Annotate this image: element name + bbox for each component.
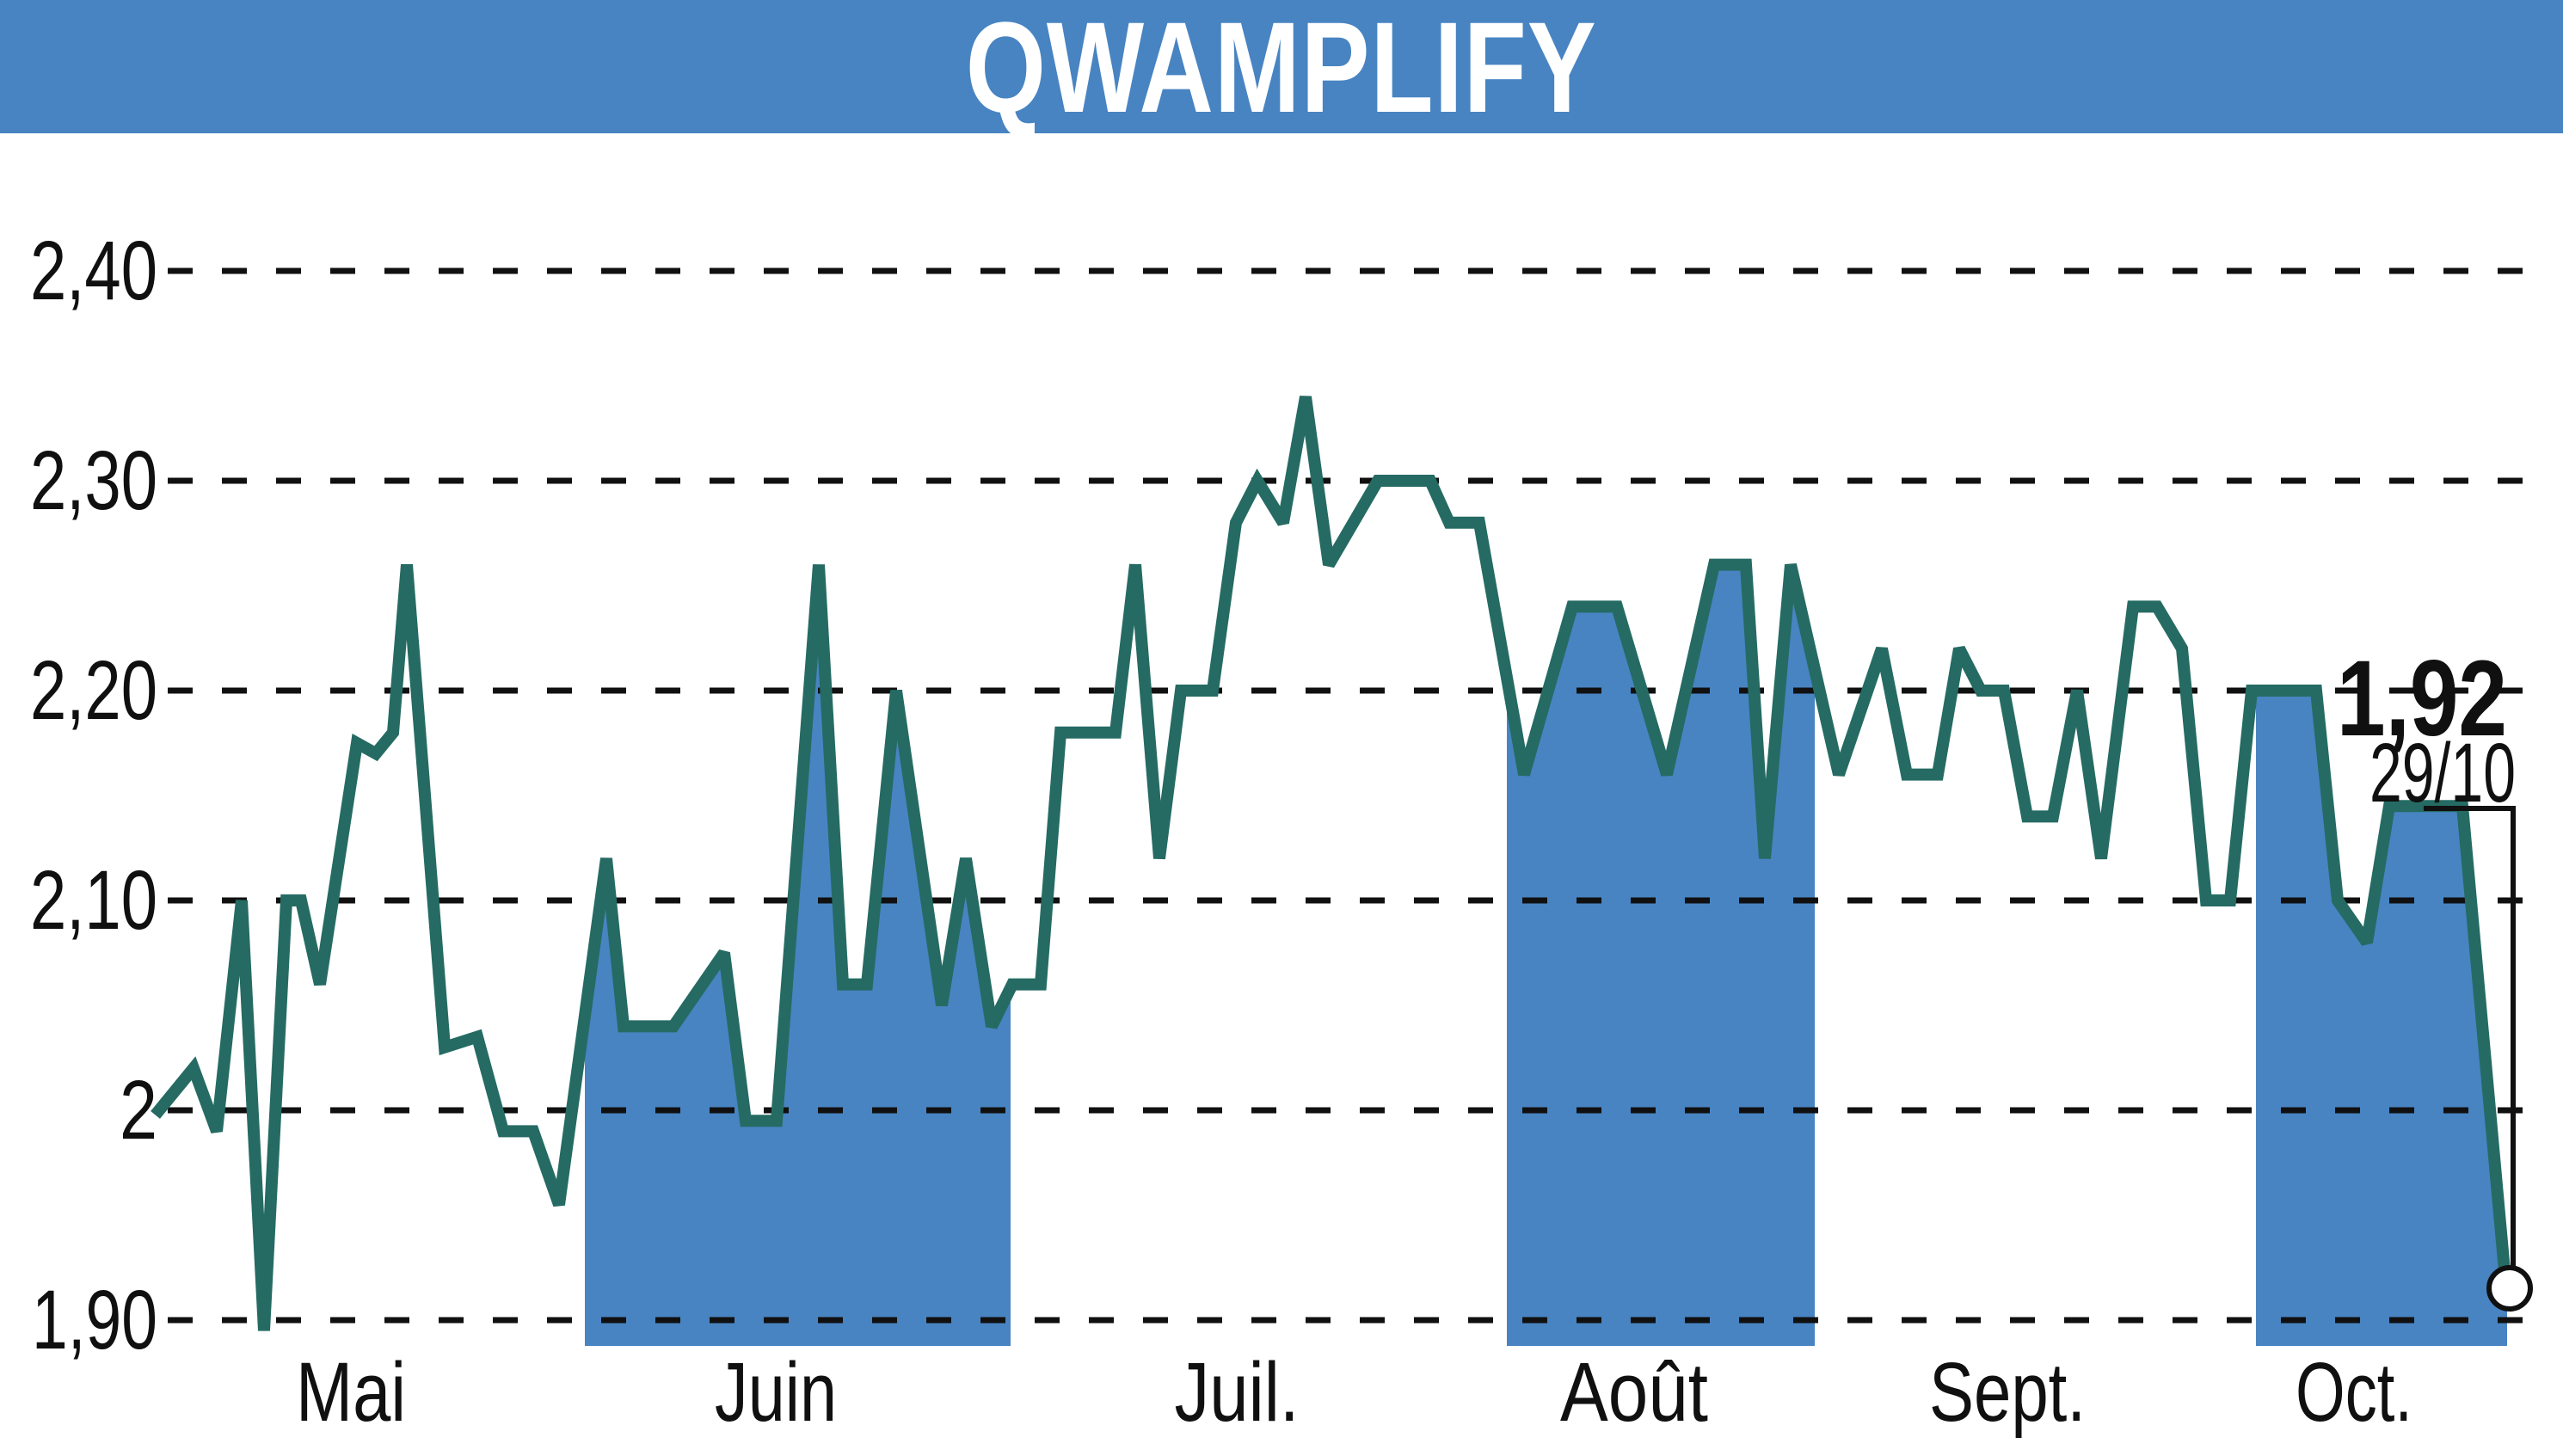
month-shading-band bbox=[2256, 691, 2507, 1346]
month-label: Juin bbox=[715, 1345, 837, 1439]
y-tick-label: 2 bbox=[120, 1063, 157, 1157]
y-tick-label: 1,90 bbox=[32, 1273, 157, 1367]
x-axis-labels: Mai Juin Juil. Août Sept. Oct. bbox=[296, 1345, 2412, 1439]
month-label: Août bbox=[1560, 1345, 1708, 1439]
gridlines bbox=[168, 267, 2539, 1324]
month-label: Oct. bbox=[2296, 1345, 2412, 1439]
y-tick-label: 2,30 bbox=[30, 433, 157, 527]
month-shading-band bbox=[585, 564, 1011, 1346]
month-label: Mai bbox=[296, 1345, 406, 1439]
month-label: Juil. bbox=[1175, 1345, 1300, 1439]
annotation-leader-line bbox=[2424, 806, 2516, 1268]
last-value-annotation: 1,92 29/10 bbox=[2337, 639, 2533, 1312]
price-line bbox=[151, 396, 2514, 1331]
page-title: QWAMPLIFY bbox=[966, 0, 1597, 139]
y-tick-label: 2,40 bbox=[30, 224, 157, 317]
last-price-label: 1,92 bbox=[2337, 639, 2507, 759]
y-axis-labels: 2,40 2,30 2,20 2,10 2 1,90 bbox=[30, 224, 157, 1367]
title-bar: QWAMPLIFY bbox=[0, 0, 2563, 133]
y-tick-label: 2,10 bbox=[30, 853, 157, 947]
y-tick-label: 2,20 bbox=[30, 643, 157, 737]
month-bands bbox=[585, 564, 2507, 1346]
month-shading-band bbox=[1507, 564, 1815, 1346]
last-date-label: 29/10 bbox=[2369, 726, 2516, 820]
endpoint-marker bbox=[2486, 1265, 2533, 1312]
month-label: Sept. bbox=[1929, 1345, 2086, 1439]
